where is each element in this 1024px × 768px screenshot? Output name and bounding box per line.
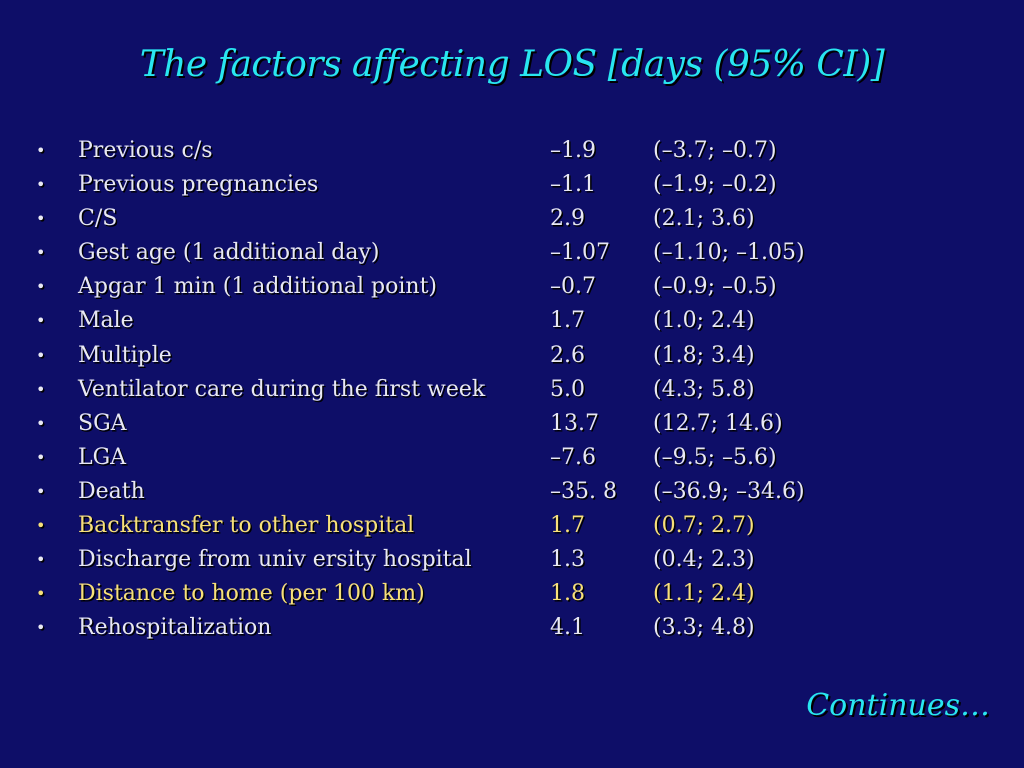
factor-label: Discharge from univ ersity hospital [78,547,472,573]
bullet-icon: • [36,618,46,638]
factor-ci: (4.3; 5.8) [653,376,755,402]
bullet-icon: • [36,584,46,604]
factor-ci: (–1.10; –1.05) [653,240,805,266]
factor-estimate: –35. 8 [550,478,617,504]
bullet-icon: • [36,379,46,399]
factor-ci: (–9.5; –5.6) [653,444,777,470]
factor-row: • C/S 2.9 (2.1; 3.6) [36,202,996,236]
factor-label: Distance to home (per 100 km) [78,581,425,607]
factor-row: • SGA 13.7 (12.7; 14.6) [36,407,996,441]
factor-label: Ventilator care during the first week [78,376,486,402]
factor-label: SGA [78,410,127,436]
slide-title: The factors affecting LOS [days (95% CI)… [139,44,885,85]
bullet-icon: • [36,243,46,263]
bullet-icon: • [36,345,46,365]
continues-label: Continues… [806,688,990,723]
factor-ci: (2.1; 3.6) [653,206,755,232]
factor-row: • LGA –7.6 (–9.5; –5.6) [36,441,996,475]
factor-estimate: 1.8 [550,581,585,607]
factor-label: C/S [78,206,118,232]
factor-estimate: 1.3 [550,547,585,573]
factor-row: • Multiple 2.6 (1.8; 3.4) [36,339,996,373]
factor-ci: (–3.7; –0.7) [653,138,777,163]
factor-label: Male [78,308,134,334]
factor-ci: (1.0; 2.4) [653,308,755,334]
factor-estimate: 1.7 [550,308,585,334]
bullet-icon: • [36,141,46,160]
factor-row: • Discharge from univ ersity hospital 1.3 (… [36,543,996,577]
factor-row: • Previous pregnancies –1.1 (–1.9; –0.2) [36,168,996,202]
factor-ci: (3.3; 4.8) [653,615,755,641]
factor-ci: (–1.9; –0.2) [653,172,777,198]
factor-estimate: 1.7 [550,513,585,539]
factor-row: • Gest age (1 additional day) –1.07 (–1.10;… [36,236,996,270]
factor-row: • Backtransfer to other hospital 1.7 (0.7; … [36,509,996,543]
factor-ci: (–0.9; –0.5) [653,274,777,300]
factor-estimate: –1.07 [550,240,610,266]
factor-estimate: 2.9 [550,206,585,232]
factor-label: Multiple [78,342,172,368]
factor-row: • Ventilator care during the first week 5.… [36,373,996,407]
factor-label: Apgar 1 min (1 additional point) [78,274,438,300]
bullet-icon: • [36,175,46,195]
factor-label: Previous pregnancies [78,172,319,198]
bullet-icon: • [36,550,46,570]
bullet-icon: • [36,277,46,297]
bullet-icon: • [36,516,46,536]
bullet-icon: • [36,311,46,331]
factor-ci: (0.7; 2.7) [653,513,755,539]
factor-row: • Death –35. 8 (–36.9; –34.6) [36,475,996,509]
factor-estimate: –7.6 [550,444,596,470]
factor-label: LGA [78,444,127,470]
bullet-icon: • [36,413,46,433]
bullet-icon: • [36,481,46,501]
factor-ci: (1.1; 2.4) [653,581,755,607]
factor-estimate: 4.1 [550,615,585,641]
factor-row: • Male 1.7 (1.0; 2.4) [36,304,996,338]
factor-row: • Distance to home (per 100 km) 1.8 (1.1; 2… [36,577,996,611]
factor-label: Backtransfer to other hospital [78,513,415,539]
factor-label: Previous c/s [78,138,213,163]
factor-estimate: 5.0 [550,376,585,402]
factor-estimate: –1.1 [550,172,596,198]
factor-row: • Rehospitalization 4.1 (3.3; 4.8) [36,611,996,645]
factor-label: Rehospitalization [78,615,272,641]
factor-ci: (12.7; 14.6) [653,410,783,436]
factor-estimate: 2.6 [550,342,585,368]
factor-row: • Apgar 1 min (1 additional point) –0.7 (–0… [36,270,996,304]
factor-label: Gest age (1 additional day) [78,240,380,266]
factor-ci: (–36.9; –34.6) [653,478,805,504]
factor-ci: (0.4; 2.3) [653,547,755,573]
factor-estimate: –1.9 [550,138,596,163]
factor-ci: (1.8; 3.4) [653,342,755,368]
factor-estimate: 13.7 [550,410,599,436]
factor-label: Death [78,478,145,504]
bullet-icon: • [36,447,46,467]
factor-list: • Previous c/s –1.9 (–3.7; –0.7) • Previous p… [36,134,996,645]
bullet-icon: • [36,209,46,229]
factor-row: • Previous c/s –1.9 (–3.7; –0.7) [36,134,996,168]
factor-estimate: –0.7 [550,274,596,300]
